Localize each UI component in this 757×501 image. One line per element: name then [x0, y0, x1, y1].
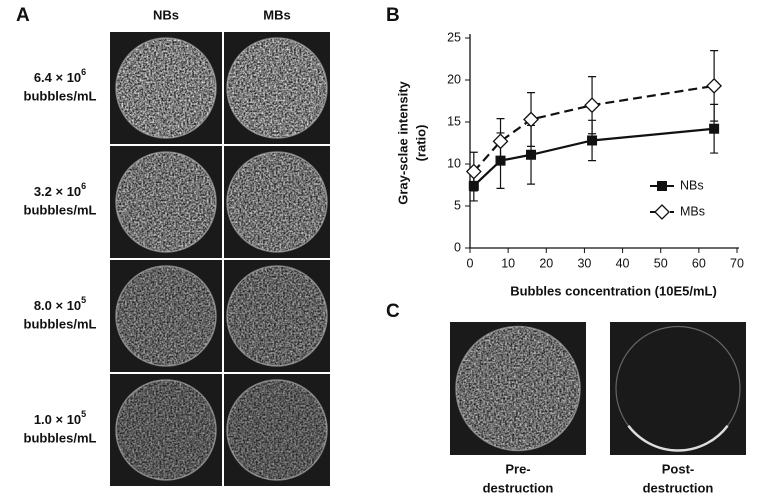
y-tick-label: 20 [447, 72, 461, 86]
marker [709, 123, 720, 134]
rim [226, 151, 328, 253]
label-part: 8.0 × 10 [34, 298, 81, 313]
rim [115, 379, 217, 481]
x-axis-label: Bubbles concentration (10E5/mL) [510, 283, 717, 298]
x-tick-label: 0 [467, 256, 474, 270]
row-label: 1.0 × 105 [34, 409, 86, 427]
panel-c: Pre-destruction Post-destruction [450, 322, 746, 495]
label-part: 6 [81, 181, 86, 191]
legend-label: NBs [680, 178, 704, 192]
panel-label: B [386, 5, 400, 26]
rim [455, 325, 581, 452]
caption: Pre- [505, 461, 530, 476]
panel-label: C [386, 301, 400, 322]
label-part: 6.4 × 10 [34, 70, 81, 85]
label-part: 1.0 × 10 [34, 412, 81, 427]
y-axis-label: (ratio) [413, 125, 428, 162]
y-tick-label: 5 [454, 198, 461, 212]
panel-label: A [16, 5, 30, 26]
speckle [116, 266, 216, 366]
speckle [227, 152, 327, 252]
x-tick-label: 40 [616, 256, 630, 270]
row-label: bubbles/mL [24, 88, 97, 103]
row-label: 3.2 × 106 [34, 181, 86, 199]
label-part: 3.2 × 10 [34, 184, 81, 199]
speckle [116, 152, 216, 252]
x-tick-label: 50 [654, 256, 668, 270]
rim [226, 265, 328, 367]
legend-marker [657, 181, 667, 191]
legend-marker [654, 204, 670, 220]
marker [587, 135, 598, 146]
chart: 0 5 10 15 20 25 0 10 20 30 40 50 60 70 Bubbles concent… [395, 30, 744, 298]
caption: destruction [483, 480, 554, 495]
marker [526, 149, 537, 160]
x-tick-label: 30 [577, 256, 591, 270]
rim [115, 37, 217, 139]
speckle [227, 38, 327, 138]
marker [523, 111, 539, 128]
column-header: MBs [263, 7, 290, 22]
y-axis-label: Gray-sclae intensity [395, 80, 410, 204]
speckle [116, 380, 216, 480]
row-label: 6.4 × 106 [34, 67, 86, 85]
speckle [227, 266, 327, 366]
rim [226, 379, 328, 481]
label-part: 5 [81, 409, 86, 419]
ultrasound-image [610, 322, 746, 455]
caption: destruction [643, 480, 714, 495]
y-tick-label: 25 [447, 30, 461, 44]
x-tick-label: 20 [539, 256, 553, 270]
rim [115, 265, 217, 367]
speckle [227, 380, 327, 480]
row-label: bubbles/mL [24, 430, 97, 445]
row-label: bubbles/mL [24, 202, 97, 217]
rim [226, 37, 328, 139]
y-tick-label: 15 [447, 114, 461, 128]
y-tick-label: 10 [447, 156, 461, 170]
rim [115, 151, 217, 253]
speckle [456, 326, 580, 451]
row-label: bubbles/mL [24, 316, 97, 331]
label-part: 5 [81, 295, 86, 305]
x-tick-label: 10 [501, 256, 515, 270]
ring [627, 424, 729, 452]
speckle [116, 38, 216, 138]
x-tick-label: 60 [692, 256, 706, 270]
caption: Post- [662, 461, 695, 476]
marker [706, 77, 723, 94]
x-tick-label: 70 [730, 256, 744, 270]
row-label: 8.0 × 105 [34, 295, 86, 313]
y-tick-label: 0 [454, 240, 461, 254]
legend-label: MBs [680, 204, 705, 218]
label-part: 6 [81, 67, 86, 77]
column-header: NBs [153, 7, 179, 22]
marker [492, 133, 509, 150]
marker [465, 163, 482, 180]
marker [584, 97, 600, 114]
